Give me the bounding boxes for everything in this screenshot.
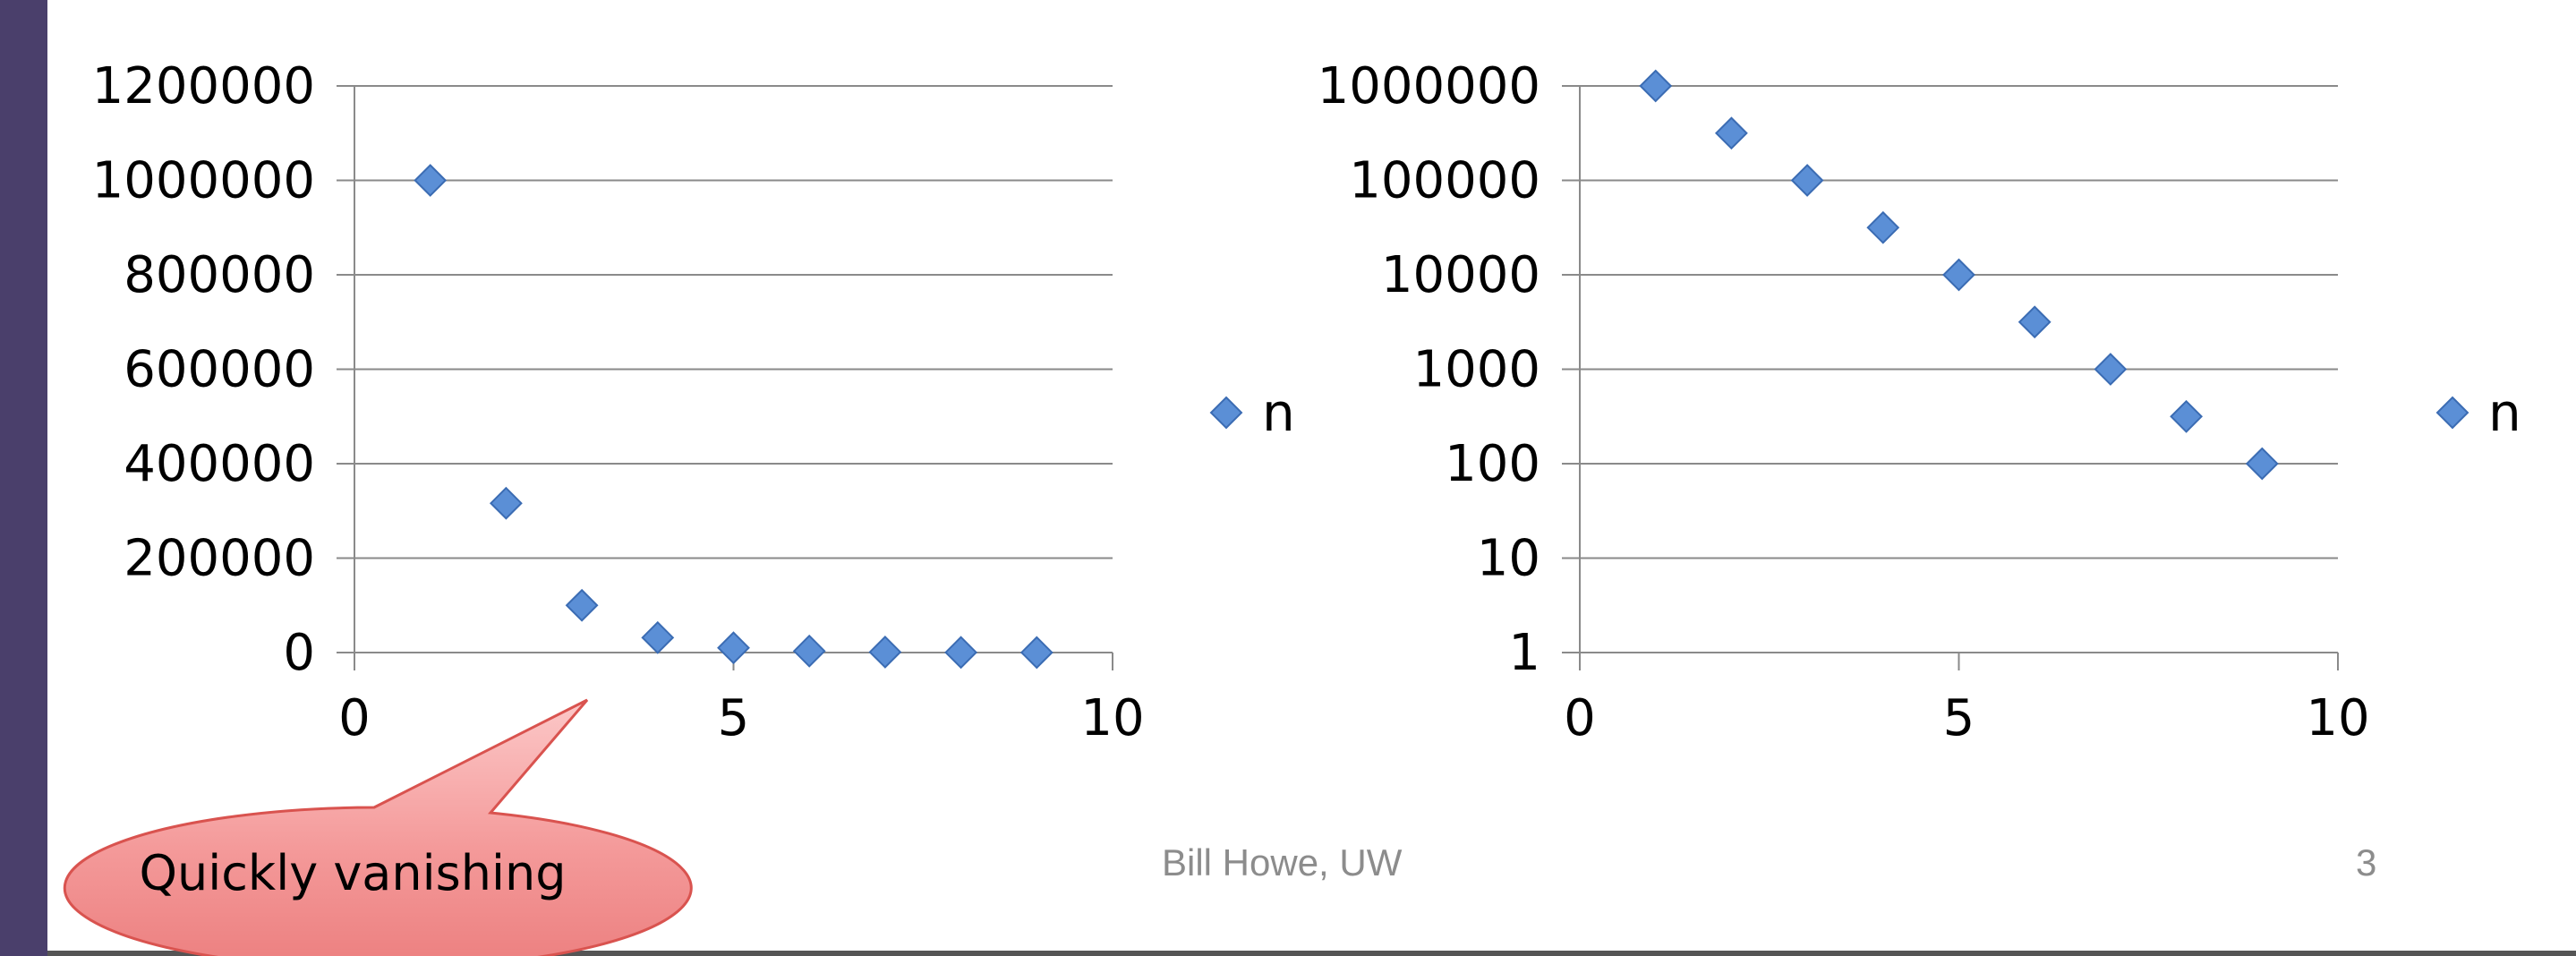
data-point	[2170, 399, 2204, 433]
data-point	[489, 486, 523, 520]
legend-marker	[2435, 396, 2469, 430]
x-tick-label: 0	[1564, 689, 1596, 747]
x-tick-label: 5	[718, 689, 750, 747]
slide-side-bar	[0, 0, 47, 956]
legend-label: n	[1262, 382, 1295, 443]
slide-bottom-line	[47, 951, 2576, 956]
data-point	[1942, 258, 1975, 292]
data-point	[868, 636, 902, 669]
callout-text: Quickly vanishing	[139, 845, 567, 901]
x-tick-label: 10	[2306, 689, 2369, 747]
y-tick-label: 800000	[124, 246, 315, 304]
x-tick-label: 0	[338, 689, 371, 747]
data-point	[1790, 164, 1824, 197]
y-tick-label: 1000000	[1318, 57, 1540, 115]
y-tick-label: 10	[1477, 530, 1540, 588]
data-point	[2094, 353, 2128, 386]
x-tick-label: 5	[1943, 689, 1975, 747]
y-tick-label: 600000	[124, 341, 315, 399]
y-tick-label: 1000000	[92, 152, 315, 210]
data-point	[414, 164, 448, 197]
data-point	[1639, 69, 1673, 103]
data-point	[1019, 636, 1053, 670]
footer-author: Bill Howe, UW	[1162, 841, 1403, 883]
data-point	[565, 588, 599, 622]
x-tick-label: 10	[1080, 689, 1144, 747]
y-tick-label: 1200000	[92, 57, 315, 115]
data-point	[641, 620, 675, 654]
data-point	[2245, 447, 2279, 481]
callout-shape	[63, 698, 693, 956]
legend-marker	[1209, 396, 1243, 430]
y-tick-label: 200000	[124, 530, 315, 588]
data-point	[792, 634, 826, 668]
y-tick-label: 10000	[1381, 246, 1540, 304]
slide-page-number: 3	[2356, 841, 2377, 883]
y-tick-label: 1	[1508, 624, 1540, 682]
y-tick-label: 400000	[124, 435, 315, 493]
y-tick-label: 100	[1445, 435, 1540, 493]
y-tick-label: 0	[283, 624, 315, 682]
data-point	[1866, 210, 1900, 244]
chart-1: 0 200000 400000 600000 800000 1000000 1200000 0…	[92, 57, 1295, 747]
y-tick-label: 1000	[1412, 341, 1540, 399]
data-point	[1714, 116, 1748, 150]
chart-2: 1 10 100 1000 10000 100000 1000000 0 5 10 n	[1318, 57, 2521, 747]
data-point	[2017, 305, 2051, 339]
data-point	[717, 631, 750, 665]
legend-label: n	[2488, 382, 2521, 443]
y-tick-label: 100000	[1349, 152, 1540, 210]
data-point	[944, 636, 978, 670]
